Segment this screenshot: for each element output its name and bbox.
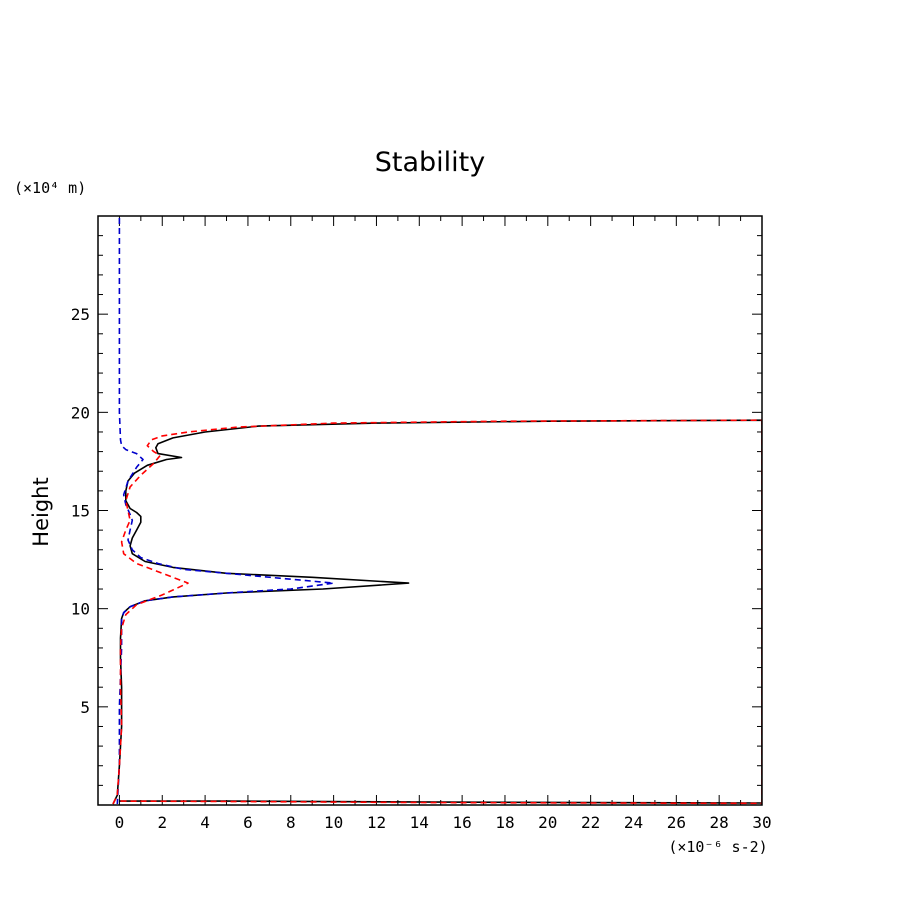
y-tick-label: 20 — [71, 403, 90, 422]
x-tick-label: 0 — [115, 813, 125, 832]
x-tick-label: 22 — [581, 813, 600, 832]
y-tick-label: 15 — [71, 502, 90, 521]
x-tick-label: 20 — [538, 813, 557, 832]
y-tick-label: 5 — [80, 698, 90, 717]
chart-title: Stability — [375, 147, 486, 178]
x-tick-label: 18 — [495, 813, 514, 832]
x-tick-label: 4 — [200, 813, 210, 832]
y-tick-label: 25 — [71, 305, 90, 324]
series-line-0 — [112, 419, 762, 805]
series-lines — [112, 218, 762, 805]
x-tick-label: 2 — [157, 813, 167, 832]
x-tick-label: 16 — [452, 813, 471, 832]
series-line-2 — [112, 419, 762, 805]
x-tick-label: 12 — [367, 813, 386, 832]
x-tick-label: 10 — [324, 813, 343, 832]
series-line-1 — [116, 218, 335, 805]
plot-frame — [97, 215, 763, 806]
x-tick-label: 6 — [243, 813, 253, 832]
x-tick-label: 24 — [624, 813, 643, 832]
y-axis-label: Height — [29, 477, 53, 546]
x-unit-label: (×10⁻⁶ s-2) — [668, 838, 767, 856]
x-tick-label: 14 — [410, 813, 429, 832]
x-tick-label: 8 — [286, 813, 296, 832]
x-tick-label: 30 — [752, 813, 771, 832]
axis-ticks — [97, 215, 763, 806]
y-tick-label: 10 — [71, 600, 90, 619]
x-tick-label: 28 — [710, 813, 729, 832]
x-tick-label: 26 — [667, 813, 686, 832]
y-unit-label: (×10⁴ m) — [14, 179, 86, 197]
